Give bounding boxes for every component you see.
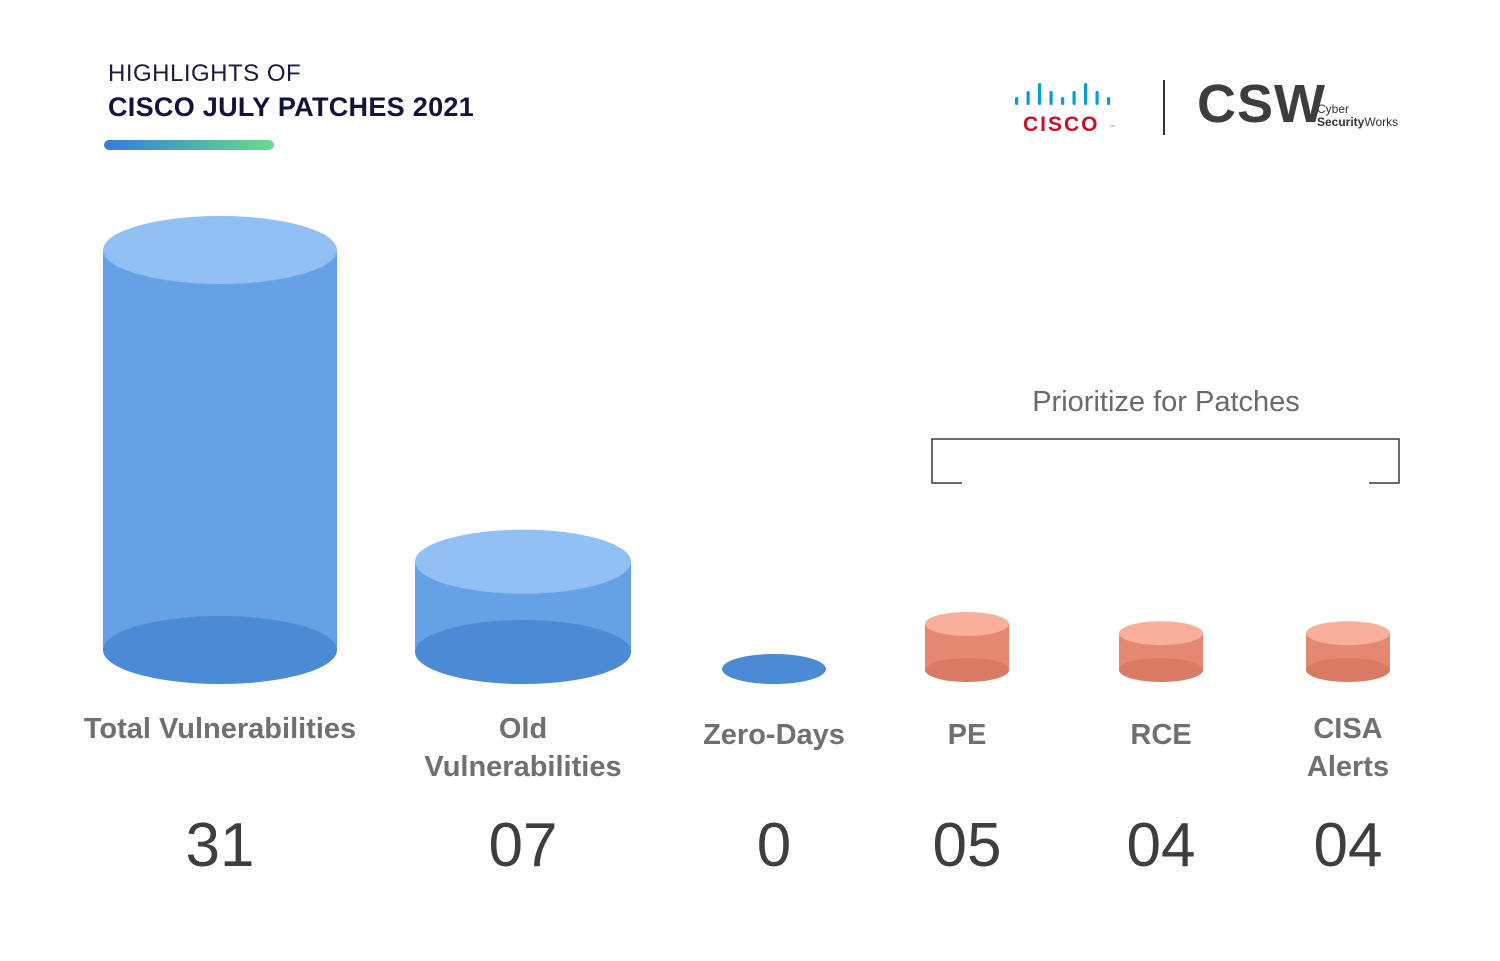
cylinder-top <box>415 529 631 594</box>
cisco-bars-icon <box>1015 83 1111 105</box>
title-prefix: HIGHLIGHTS OF <box>108 60 302 87</box>
category-label: PE <box>947 719 987 751</box>
cylinder-body <box>103 250 337 650</box>
cylinder-base <box>1119 658 1203 682</box>
cisco-bar <box>1026 91 1030 105</box>
logo-divider <box>1163 80 1165 135</box>
csw-subtitle-rest: Works <box>1364 115 1399 129</box>
value-label: 05 <box>932 811 1002 880</box>
cisco-logo-text: CISCO <box>1023 113 1100 136</box>
cylinder-bar <box>415 529 631 684</box>
cylinder-base <box>415 620 631 684</box>
category-label: Zero-Days <box>703 719 845 751</box>
value-label: 04 <box>1126 811 1196 880</box>
cylinder-top <box>1306 621 1390 646</box>
cisco-bar <box>1095 91 1099 105</box>
cylinder-top <box>103 216 337 284</box>
cisco-bar <box>1084 83 1088 105</box>
page-title: CISCO JULY PATCHES 2021 <box>108 92 475 122</box>
csw-subtitle-bold: Security <box>1317 115 1365 129</box>
csw-logo-text: CSW <box>1197 74 1326 134</box>
cisco-trademark: ™ <box>1109 125 1115 131</box>
cylinder-base <box>925 658 1009 682</box>
value-label: 31 <box>185 811 255 880</box>
cisco-bar <box>1107 97 1111 105</box>
cisco-bar <box>1038 83 1042 105</box>
cylinder-base <box>722 654 826 684</box>
cisco-bar <box>1015 97 1019 105</box>
cylinder-bar <box>1306 621 1390 682</box>
priority-bracket <box>931 438 1400 484</box>
cylinder-top <box>1119 621 1203 646</box>
category-label: Total Vulnerabilities <box>83 713 357 745</box>
category-label: RCE <box>1130 719 1192 751</box>
csw-subtitle-line1: Cyber <box>1317 102 1350 116</box>
value-label: 04 <box>1313 811 1383 880</box>
category-label: CISA Alerts <box>1306 713 1390 783</box>
csw-logo-subtitle: Cyber SecurityWorks <box>1317 103 1398 129</box>
cylinder-base <box>103 616 337 684</box>
value-label: 0 <box>756 811 792 880</box>
cisco-bar <box>1049 91 1053 105</box>
bracket-label: Prioritize for Patches <box>1032 386 1300 418</box>
cylinder-bar <box>925 612 1009 682</box>
cylinder-top <box>925 612 1009 636</box>
cylinder-bar <box>722 654 826 684</box>
cylinder-bar <box>103 216 337 684</box>
value-label: 07 <box>488 811 558 880</box>
title-accent-bar <box>104 140 274 150</box>
cylinder-bar <box>1119 621 1203 682</box>
category-label: Old Vulnerabilities <box>424 713 622 783</box>
cylinder-base <box>1306 658 1390 682</box>
cisco-bar <box>1061 97 1065 105</box>
logo-area: CISCO ™ CSW Cyber SecurityWorks <box>1005 75 1425 145</box>
cisco-bar <box>1072 91 1076 105</box>
